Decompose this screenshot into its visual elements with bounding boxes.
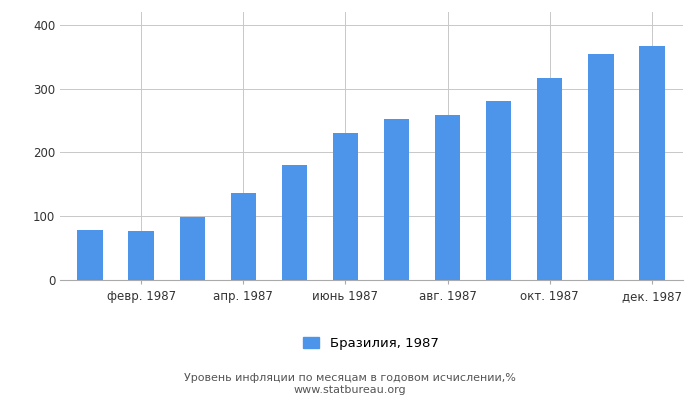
Legend: Бразилия, 1987: Бразилия, 1987 <box>298 332 444 356</box>
Bar <box>384 118 409 280</box>
Bar <box>281 165 307 280</box>
Bar <box>78 230 103 280</box>
Bar <box>179 217 205 280</box>
Bar <box>230 192 256 280</box>
Text: www.statbureau.org: www.statbureau.org <box>294 385 406 395</box>
Text: Уровень инфляции по месяцам в годовом исчислении,%: Уровень инфляции по месяцам в годовом ис… <box>184 373 516 383</box>
Bar <box>332 133 358 280</box>
Bar <box>639 46 664 280</box>
Bar <box>588 54 614 280</box>
Bar <box>537 78 563 280</box>
Bar <box>435 115 461 280</box>
Bar <box>486 101 512 280</box>
Bar <box>128 231 154 280</box>
